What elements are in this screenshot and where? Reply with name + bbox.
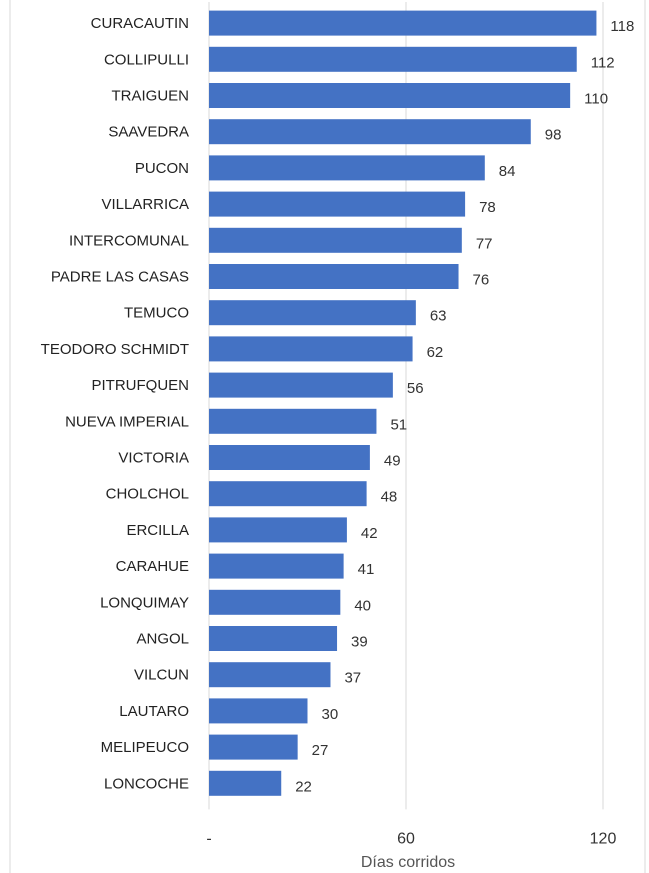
x-tick-label: 60 [397,830,415,847]
category-label: TEMUCO [124,305,189,322]
data-label: 42 [361,525,378,542]
data-label: 63 [430,308,447,325]
data-label: 40 [354,597,371,614]
data-label: 49 [384,453,401,470]
category-label: VILLARRICA [101,196,189,213]
bar [209,553,344,579]
category-label: ERCILLA [126,522,189,539]
x-tick-label: - [206,830,211,847]
data-label: 41 [358,561,375,578]
bar [209,46,577,72]
bar [209,119,531,145]
data-label: 51 [390,416,407,433]
category-label: CARAHUE [116,558,189,575]
bar [209,372,393,398]
data-label: 118 [610,18,634,35]
data-label: 56 [407,380,424,397]
data-label: 76 [473,272,490,289]
category-label: PADRE LAS CASAS [51,269,189,286]
category-labels: CURACAUTIN COLLIPULLI TRAIGUEN SAAVEDRA PUCO… [41,15,189,792]
data-label: 98 [545,127,562,144]
category-label: SAAVEDRA [108,124,189,141]
bar [209,83,571,108]
bar [209,264,459,289]
category-label: ANGOL [136,631,189,648]
data-label: 39 [351,634,368,651]
bar [209,698,308,724]
bar [209,336,413,362]
bar [209,10,597,36]
data-label: 110 [584,91,608,108]
value-labels: 118 112 110 98 84 78 77 76 63 62 56 51 49 48 42 41 40 39 3… [295,18,634,795]
data-label: 37 [344,670,361,687]
bars [209,10,597,796]
category-label: CURACAUTIN [91,15,189,32]
bar [209,481,367,507]
data-label: 84 [499,163,516,180]
category-label: LONQUIMAY [100,594,189,611]
bar [209,227,462,253]
category-label: VICTORIA [118,450,189,467]
category-label: LAUTARO [119,703,189,720]
category-label: TEODORO SCHMIDT [41,341,189,358]
category-label: NUEVA IMPERIAL [65,413,189,430]
bar [209,191,466,217]
bar [209,300,416,326]
bar [209,662,331,688]
category-label: MELIPEUCO [101,739,189,756]
bar [209,408,377,434]
category-label: CHOLCHOL [106,486,189,503]
bar [209,770,282,796]
data-label: 78 [479,199,496,216]
data-label: 62 [427,344,444,361]
data-label: 77 [476,235,493,252]
bar [209,155,485,181]
bar [209,517,347,543]
data-label: 27 [312,742,329,759]
category-label: INTERCOMUNAL [69,232,189,249]
category-label: LONCOCHE [104,775,189,792]
x-axis-ticks: - 60 120 [206,830,616,847]
category-label: PITRUFQUEN [92,377,190,394]
x-tick-label: 120 [590,830,617,847]
category-label: COLLIPULLI [104,51,189,68]
data-label: 48 [381,489,398,506]
bar [209,445,370,470]
data-label: 30 [322,706,339,723]
category-label: TRAIGUEN [111,88,189,105]
bar [209,589,341,615]
data-label: 112 [591,54,615,71]
bar [209,734,298,760]
x-axis-title: Días corridos [361,854,455,871]
category-label: VILCUN [134,667,189,684]
category-label: PUCON [135,160,189,177]
data-label: 22 [295,778,312,795]
bar [209,626,338,651]
